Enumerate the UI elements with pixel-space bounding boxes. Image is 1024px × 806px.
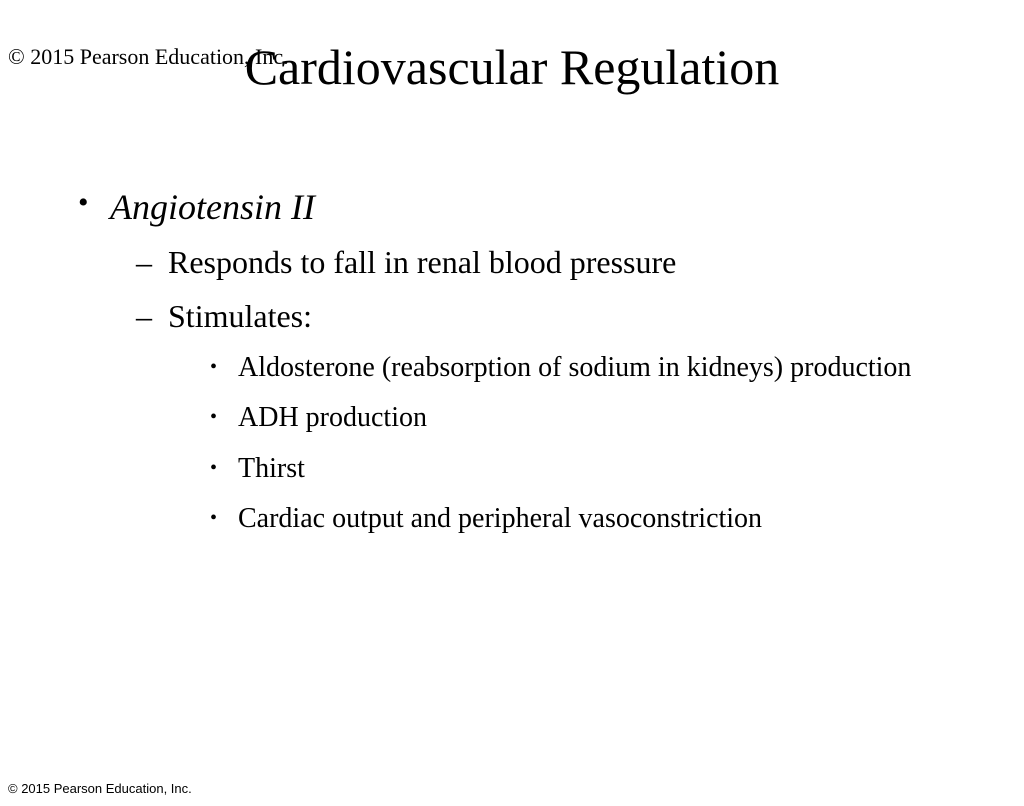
bullet-l3-item: Aldosterone (reabsorption of sodium in k… xyxy=(204,350,924,386)
slide-content: Angiotensin II Responds to fall in renal… xyxy=(70,186,1024,538)
bullet-l2-text: Responds to fall in renal blood pressure xyxy=(168,244,676,280)
bullet-l2-item: Responds to fall in renal blood pressure xyxy=(128,242,1024,282)
copyright-bottom: © 2015 Pearson Education, Inc. xyxy=(8,781,192,796)
bullet-l3-text: Cardiac output and peripheral vasoconstr… xyxy=(238,503,762,534)
copyright-top: © 2015 Pearson Education, Inc. xyxy=(8,44,289,70)
bullet-list-level3: Aldosterone (reabsorption of sodium in k… xyxy=(204,350,1024,538)
bullet-l3-text: Thirst xyxy=(238,453,305,484)
bullet-l3-item: Cardiac output and peripheral vasoconstr… xyxy=(204,501,924,537)
bullet-list-level1: Angiotensin II Responds to fall in renal… xyxy=(70,186,1024,538)
bullet-l3-item: ADH production xyxy=(204,400,924,436)
bullet-l1-text: Angiotensin II xyxy=(110,187,315,227)
bullet-l1-item: Angiotensin II Responds to fall in renal… xyxy=(70,186,1024,538)
bullet-l3-text: Aldosterone (reabsorption of sodium in k… xyxy=(238,352,911,383)
bullet-l2-item: Stimulates: Aldosterone (reabsorption of… xyxy=(128,296,1024,538)
bullet-l3-text: ADH production xyxy=(238,402,427,433)
bullet-list-level2: Responds to fall in renal blood pressure… xyxy=(128,242,1024,538)
bullet-l2-text: Stimulates: xyxy=(168,298,312,334)
bullet-l3-item: Thirst xyxy=(204,451,924,487)
